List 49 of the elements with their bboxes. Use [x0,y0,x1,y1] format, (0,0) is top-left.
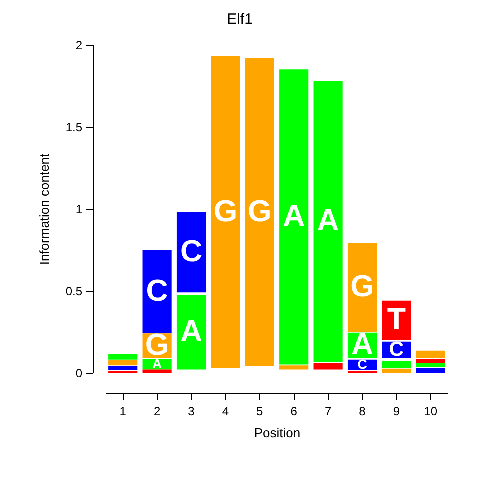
series-label: T [387,302,406,337]
bar [416,368,446,373]
bar [142,250,172,334]
bar [416,359,446,364]
bar [416,350,446,358]
x-tick-label: 5 [256,404,264,418]
bar [176,212,206,293]
bar [280,366,309,370]
text: G [248,194,272,228]
y-tick-label: 1.5 [66,120,83,134]
x-tick-label: 7 [324,404,332,418]
x-tick-label: 6 [290,404,298,418]
bar [382,368,412,373]
bar [142,370,172,373]
x-tick-label: 2 [154,404,161,418]
bar [176,295,206,370]
chart-title: Elf1 [227,11,253,28]
bar [314,363,343,370]
text: C [180,234,203,268]
series-label: C [358,357,368,372]
text: A [283,199,306,234]
bar [348,243,378,332]
bar [108,366,138,370]
bar [108,360,138,366]
text: G [350,270,374,304]
y-tick-label: 0.5 [66,284,83,298]
bar [280,70,309,365]
text: A [180,314,203,348]
x-tick-label: 1 [120,404,127,418]
text: C [146,274,168,308]
y-tick-label: 0 [76,366,83,380]
bar [382,362,412,368]
text: A [317,204,340,238]
bar [108,354,138,360]
x-axis-title: Position [254,426,301,440]
text: G [214,194,238,228]
x-tick-label: 3 [188,404,196,418]
x-tick-label: 10 [424,404,438,418]
text: C [389,338,404,362]
bar [211,56,240,368]
x-tick-label: 8 [359,404,366,418]
y-tick-label: 1 [76,202,83,216]
bar [416,363,446,368]
y-axis-title: Information content [36,153,52,266]
bar [245,58,274,366]
y-tick-label: 2 [76,38,83,52]
x-tick-label: 4 [222,404,230,418]
bar [314,81,343,362]
x-tick-label: 9 [393,404,400,418]
